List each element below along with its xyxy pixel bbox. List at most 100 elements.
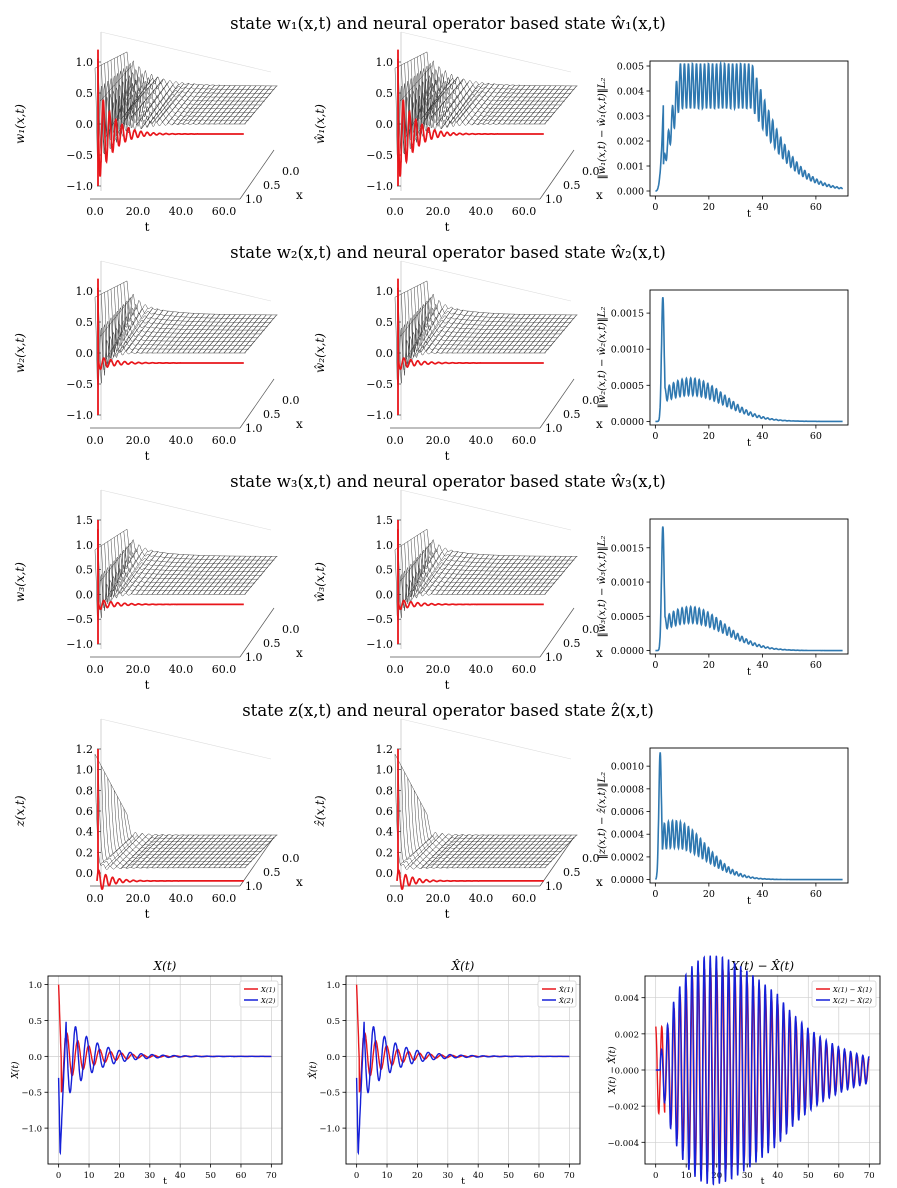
series-line-1 — [57, 984, 272, 1093]
t-tick-label: 0.0 — [86, 434, 104, 447]
x-axis-label: x — [296, 417, 303, 431]
legend-label: X(2) — [260, 997, 276, 1005]
mesh-line — [420, 802, 572, 844]
z-tick-label: −0.5 — [366, 378, 393, 391]
x-tick-label: 10 — [681, 1171, 692, 1181]
mesh-line — [123, 282, 275, 322]
y-axis-label: ‖z(x,t) − ẑ(x,t)‖L₂ — [597, 772, 608, 859]
mesh-line — [423, 53, 575, 96]
x-axis-label: t — [747, 437, 752, 449]
t-tick-label: 40.0 — [169, 434, 194, 447]
t-axis-label: t — [145, 678, 150, 692]
z-tick-label: −1.0 — [66, 638, 93, 651]
x-tick-label: 40 — [175, 1171, 186, 1181]
x-tick-label: 40 — [473, 1171, 484, 1181]
y-tick-label: 0.002 — [615, 1030, 639, 1040]
y-tick-label: 0.005 — [617, 62, 644, 73]
mesh-line — [426, 280, 578, 316]
mesh-line — [123, 808, 275, 841]
back-pane-top — [100, 260, 272, 302]
row-z-surface-2: 1.2 1.0 0.8 0.6 0.4 0.2 0.0 ẑ(x,t) 0.0 20.0 40.0 60… — [313, 718, 603, 921]
back-pane-top — [100, 31, 272, 73]
y-tick-label: 0.0010 — [611, 578, 644, 589]
x-axis — [239, 378, 275, 429]
y-tick-label: 0.001 — [617, 162, 644, 173]
mesh-line — [420, 533, 572, 570]
mesh-line — [126, 529, 278, 557]
mesh-line — [394, 280, 428, 298]
t-tick-label: 40.0 — [469, 663, 494, 676]
z-axis-label: w₂(x,t) — [13, 333, 27, 373]
x-tick-label: 1.0 — [545, 880, 563, 893]
mesh-line — [94, 754, 128, 815]
y-tick-label: 0.000 — [615, 1067, 639, 1077]
row-w1-surface-1: 1.00.50.0−0.5−1.0w₁(x,t)0.0 20.0 40.0 60.0t… — [13, 31, 303, 234]
t-axis-label: t — [145, 449, 150, 463]
mesh-line — [410, 539, 562, 591]
x-tick-label: 20 — [703, 660, 715, 671]
x-axis — [239, 607, 275, 658]
x-tick-label: 20 — [703, 202, 715, 213]
x-tick-label: 0.0 — [582, 623, 600, 636]
y-tick-label: −0.002 — [608, 1103, 639, 1113]
x-tick-label: 0 — [56, 1171, 61, 1181]
x-tick-label: 0.0 — [582, 852, 600, 865]
mesh-line — [117, 796, 268, 848]
boundary-curve-red — [97, 529, 244, 611]
x-tick-label: 1.0 — [545, 422, 563, 435]
back-pane-top — [100, 489, 272, 531]
y-tick-label: 0.000 — [617, 187, 644, 198]
y-tick-label: 0.003 — [617, 112, 644, 123]
mesh-line — [113, 287, 265, 345]
mesh-line — [117, 535, 268, 577]
y-tick-label: −0.004 — [608, 1139, 639, 1149]
t-axis-label: t — [145, 907, 150, 921]
mesh-line — [110, 784, 262, 854]
y-tick-label: 0.002 — [617, 137, 644, 148]
z-tick-label: 0.4 — [76, 826, 94, 839]
z-tick-label: 0.0 — [76, 118, 94, 131]
x-tick-label: 60 — [236, 1171, 247, 1181]
x-tick-label: 40 — [756, 660, 768, 671]
t-tick-label: 20.0 — [426, 892, 451, 905]
chart-title: X̂(t) — [451, 958, 475, 973]
legend-label: X(2) − X̂(2) — [832, 997, 872, 1005]
x-axis-label: x — [296, 875, 303, 889]
t-axis-label: t — [445, 449, 450, 463]
mesh-line — [404, 772, 556, 861]
mesh-line — [401, 545, 552, 611]
x-tick-label: 10 — [382, 1171, 393, 1181]
mesh-line — [426, 51, 578, 88]
mesh-line — [97, 295, 249, 384]
y-axis-label: ‖w₁(x,t) − ŵ₁(x,t)‖L₂ — [597, 78, 608, 180]
z-tick-label: 0.0 — [376, 118, 394, 131]
y-tick-label: 0.0005 — [611, 612, 644, 623]
x-tick-label: 70 — [266, 1171, 277, 1181]
x-tick-label: 0.5 — [563, 866, 581, 879]
z-tick-label: 0.0 — [376, 588, 394, 601]
z-tick-label: 0.0 — [76, 347, 94, 360]
x-tick-label: 0.5 — [263, 637, 281, 650]
t-tick-label: 60.0 — [512, 205, 537, 218]
back-pane-top — [100, 718, 272, 760]
y-axis-label: ‖w₂(x,t) − ŵ₂(x,t)‖L₂ — [597, 307, 608, 409]
error-line — [655, 60, 844, 192]
z-tick-label: −0.5 — [66, 149, 93, 162]
t-tick-label: 60.0 — [512, 892, 537, 905]
y-tick-label: −0.5 — [319, 1089, 340, 1099]
x-tick-label: 0 — [354, 1171, 359, 1181]
y-tick-label: 0.0002 — [611, 852, 644, 863]
z-tick-label: 1.0 — [376, 764, 394, 777]
mesh-line — [423, 282, 575, 322]
z-tick-label: 0.6 — [76, 805, 94, 818]
back-pane-top — [400, 718, 572, 760]
mesh-line — [410, 784, 562, 854]
x-tick-label: 0 — [652, 202, 658, 213]
z-tick-label: 0.6 — [376, 805, 394, 818]
y-tick-label: 0.5 — [326, 1017, 340, 1027]
mesh-line — [420, 284, 572, 330]
mesh-line — [397, 66, 549, 163]
z-tick-label: 0.5 — [76, 87, 94, 100]
mesh-line — [107, 290, 259, 361]
mesh-line — [126, 280, 278, 316]
